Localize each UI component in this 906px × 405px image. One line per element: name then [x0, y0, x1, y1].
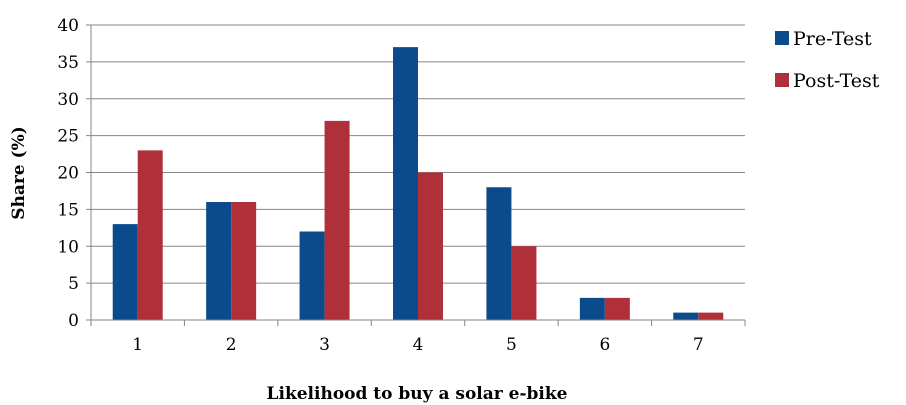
- bar-pre-test-2: [206, 202, 232, 320]
- bar-pre-test-4: [393, 47, 418, 320]
- x-tick-label-6: 6: [599, 335, 610, 355]
- y-tick-label-10: 10: [57, 237, 79, 257]
- legend-swatch-pre-test: [775, 31, 789, 45]
- x-tick-label-4: 4: [413, 335, 424, 355]
- y-tick-label-25: 25: [57, 127, 79, 147]
- bar-pre-test-6: [579, 297, 605, 320]
- tick-labels: 0 5 10 15 20 25 30 35 40 1 2 3 4 5 6 7: [57, 16, 703, 355]
- x-axis-title: Likelihood to buy a solar e-bike: [267, 384, 568, 404]
- y-tick-label-35: 35: [57, 53, 79, 73]
- x-tick-label-7: 7: [693, 335, 704, 355]
- bar-pre-test-3: [299, 231, 325, 320]
- bar-post-test-4: [418, 172, 443, 320]
- bar-post-test-3: [324, 120, 350, 320]
- y-tick-label-30: 30: [57, 90, 79, 110]
- bar-post-test-7: [698, 312, 724, 320]
- bar-pre-test-5: [486, 187, 512, 320]
- bars: [112, 47, 724, 320]
- x-tick-label-3: 3: [319, 335, 330, 355]
- y-tick-label-5: 5: [68, 274, 79, 294]
- legend: Pre-Test Post-Test: [775, 28, 880, 92]
- y-tick-label-0: 0: [68, 311, 79, 331]
- bar-post-test-1: [137, 150, 163, 320]
- legend-swatch-post-test: [775, 73, 789, 87]
- bar-pre-test-7: [673, 312, 699, 320]
- axes: [86, 24, 746, 326]
- legend-label-post-test: Post-Test: [793, 70, 880, 92]
- x-tick-label-5: 5: [506, 335, 517, 355]
- y-axis-title: Share (%): [9, 126, 29, 220]
- bar-pre-test-1: [112, 224, 138, 320]
- legend-label-pre-test: Pre-Test: [793, 28, 872, 50]
- y-tick-label-40: 40: [57, 16, 79, 36]
- y-tick-label-20: 20: [57, 164, 79, 184]
- x-tick-label-2: 2: [226, 335, 237, 355]
- bar-post-test-6: [604, 297, 630, 320]
- y-tick-label-15: 15: [57, 200, 79, 220]
- x-tick-label-1: 1: [132, 335, 143, 355]
- bar-post-test-2: [231, 202, 257, 320]
- bar-post-test-5: [511, 246, 537, 320]
